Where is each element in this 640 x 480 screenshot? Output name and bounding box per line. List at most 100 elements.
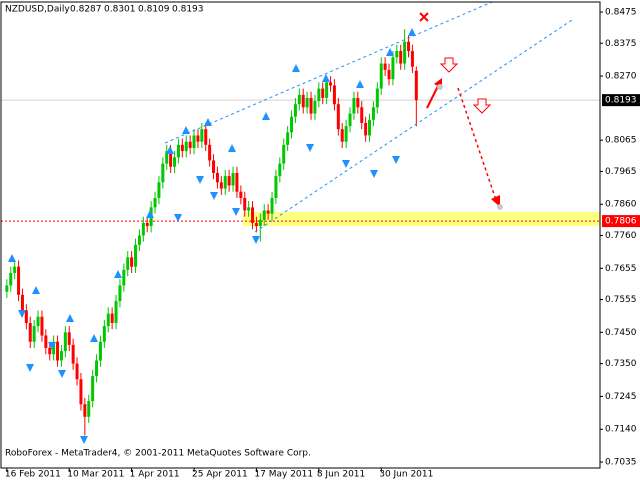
candle-body bbox=[75, 363, 79, 380]
candle-body bbox=[317, 88, 321, 102]
candle-body bbox=[102, 326, 106, 342]
candle-body bbox=[336, 104, 340, 130]
support-label: 0.7806 bbox=[605, 217, 637, 227]
candle-body bbox=[223, 176, 227, 189]
candle-body bbox=[231, 172, 235, 186]
candle-body bbox=[321, 88, 325, 98]
x-tick-label: 25 Apr 2011 bbox=[192, 470, 248, 480]
candle-body bbox=[134, 244, 138, 267]
candle-body bbox=[251, 207, 255, 223]
y-tick-label: 0.8375 bbox=[605, 39, 637, 49]
candle-body bbox=[13, 266, 17, 273]
y-tick-label: 0.7140 bbox=[605, 425, 637, 435]
candles bbox=[5, 29, 418, 436]
candle-body bbox=[98, 341, 102, 361]
y-tick-label: 0.8065 bbox=[605, 136, 637, 146]
candle-body bbox=[227, 176, 231, 186]
down-arrow bbox=[439, 57, 459, 73]
candle-body bbox=[254, 222, 258, 227]
candle-body bbox=[110, 313, 114, 323]
support-box bbox=[602, 215, 640, 228]
candle-body bbox=[305, 97, 309, 108]
candle-body bbox=[5, 285, 9, 292]
candle-body bbox=[137, 235, 141, 245]
y-tick-label: 0.7450 bbox=[605, 328, 637, 338]
support-zone bbox=[243, 212, 600, 227]
candle-body bbox=[212, 160, 216, 173]
candle-body bbox=[161, 163, 165, 183]
y-tick-label: 0.8270 bbox=[605, 72, 637, 82]
candle-body bbox=[247, 207, 251, 211]
candle-body bbox=[274, 176, 278, 198]
candle-body bbox=[95, 360, 99, 377]
candle-body bbox=[266, 210, 270, 214]
candle-body bbox=[262, 210, 266, 220]
candle-body bbox=[352, 97, 356, 114]
candle-body bbox=[379, 63, 383, 89]
price-box bbox=[602, 94, 640, 107]
candle-body bbox=[141, 222, 145, 236]
candle-body bbox=[83, 404, 87, 417]
y-tick-label: 0.7860 bbox=[605, 200, 637, 210]
candle-body bbox=[188, 141, 192, 148]
candle-body bbox=[28, 322, 32, 342]
candle-body bbox=[165, 151, 169, 164]
candle-body bbox=[258, 219, 262, 227]
candle-body bbox=[313, 101, 317, 114]
header-low: 0.8109 bbox=[138, 5, 170, 15]
candle-body bbox=[414, 70, 418, 101]
candle-body bbox=[243, 197, 247, 211]
x-tick-label: 16 Feb 2011 bbox=[5, 470, 61, 480]
candle-body bbox=[364, 122, 368, 136]
candle-body bbox=[153, 197, 157, 208]
annotations bbox=[8, 1, 573, 444]
candle-body bbox=[184, 141, 188, 152]
candle-body bbox=[9, 272, 13, 286]
channel-line bbox=[164, 1, 493, 144]
candle-body bbox=[145, 222, 149, 227]
candle-body bbox=[290, 116, 294, 133]
candle-body bbox=[215, 172, 219, 183]
candle-body bbox=[176, 144, 180, 158]
candle-body bbox=[391, 57, 395, 80]
candle-body bbox=[180, 144, 184, 152]
candle-body bbox=[157, 182, 161, 198]
candle-body bbox=[368, 119, 372, 136]
candle-body bbox=[204, 129, 208, 145]
candle-body bbox=[36, 316, 40, 327]
symbol: NZDUSD,Daily bbox=[5, 5, 70, 15]
candle-body bbox=[383, 63, 387, 70]
candle-body bbox=[130, 257, 134, 267]
candle-body bbox=[344, 126, 348, 142]
candle-body bbox=[282, 144, 286, 164]
x-tick-label: 17 May 2011 bbox=[254, 470, 313, 480]
x-tick-label: 10 Mar 2011 bbox=[67, 470, 124, 480]
y-tick-label: 0.7655 bbox=[605, 264, 637, 274]
candle-body bbox=[399, 51, 403, 64]
candle-body bbox=[106, 313, 110, 327]
candle-body bbox=[17, 266, 21, 295]
candle-body bbox=[24, 310, 28, 323]
candle-body bbox=[286, 132, 290, 145]
price-label: 0.8193 bbox=[605, 96, 637, 106]
candle-body bbox=[63, 332, 67, 352]
candle-body bbox=[395, 51, 399, 58]
candle-body bbox=[122, 269, 126, 286]
candle-body bbox=[340, 129, 344, 142]
x-tick-label: 8 Jun 2011 bbox=[317, 470, 365, 480]
candle-body bbox=[56, 341, 60, 361]
y-tick-label: 0.7760 bbox=[605, 231, 637, 241]
y-tick-label: 0.8475 bbox=[605, 8, 637, 18]
candle-body bbox=[48, 347, 52, 355]
candle-body bbox=[79, 379, 83, 405]
down-arrow bbox=[472, 98, 492, 114]
y-tick-label: 0.7555 bbox=[605, 295, 637, 305]
candle-body bbox=[208, 144, 212, 161]
candle-body bbox=[114, 301, 118, 323]
arrow-head bbox=[491, 195, 500, 207]
candle-body bbox=[360, 107, 364, 123]
header-close: 0.8193 bbox=[172, 5, 204, 15]
candle-body bbox=[126, 257, 130, 270]
candle-body bbox=[332, 85, 336, 105]
